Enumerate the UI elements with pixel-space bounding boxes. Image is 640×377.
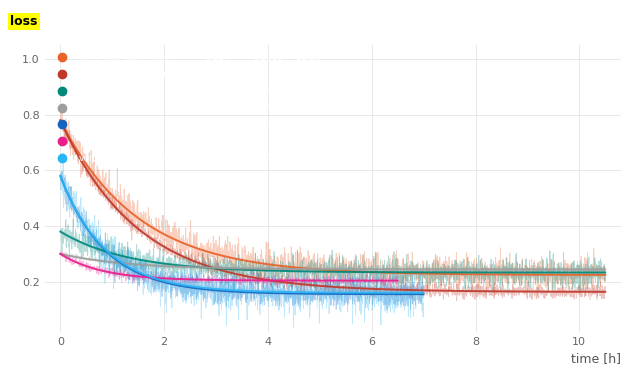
Text: 76.63k: 76.63k [290, 86, 321, 95]
Text: loss: loss [10, 15, 38, 28]
Text: Name: Name [104, 37, 135, 45]
Text: 0.1552: 0.1552 [201, 120, 233, 129]
Text: 0.2333: 0.2333 [201, 86, 233, 95]
Text: Smoothed: Smoothed [190, 37, 244, 45]
Text: 0.1627: 0.1627 [201, 69, 233, 78]
Text: 18.9k: 18.9k [296, 120, 321, 129]
Text: 0.1492: 0.1492 [252, 120, 284, 129]
Text: 0.244: 0.244 [204, 103, 230, 112]
Text: 18.9k: 18.9k [296, 153, 321, 162]
Text: Step: Step [297, 37, 321, 45]
Text: 0.2438: 0.2438 [252, 103, 284, 112]
Text: sisr/sisr: sisr/sisr [79, 86, 113, 95]
Text: voronoi_with_noise_video: voronoi_with_noise_video [79, 136, 195, 146]
Text: 0.2416: 0.2416 [252, 86, 284, 95]
Text: 0.162: 0.162 [255, 69, 280, 78]
Text: 18.9k: 18.9k [296, 53, 321, 62]
Text: cartesian_with_noise: cartesian_with_noise [79, 53, 173, 62]
Text: 0.1585: 0.1585 [252, 153, 284, 162]
Text: 18.9k: 18.9k [296, 69, 321, 78]
Text: voronoi_without_noise: voronoi_without_noise [79, 153, 180, 162]
X-axis label: time [h]: time [h] [571, 352, 621, 365]
Text: 0.207: 0.207 [255, 136, 280, 146]
Text: cartesian_without_noise: cartesian_without_noise [79, 69, 188, 78]
Text: 0.2092: 0.2092 [252, 53, 284, 62]
Text: 11.2k: 11.2k [296, 136, 321, 146]
Text: 0.2038: 0.2038 [201, 136, 233, 146]
Text: 0.1602: 0.1602 [201, 153, 233, 162]
Text: 73.63k: 73.63k [290, 103, 321, 112]
Text: sisr/sisr/eval: sisr/sisr/eval [79, 103, 135, 112]
Text: Value: Value [253, 37, 282, 45]
Text: 0.224: 0.224 [204, 53, 230, 62]
Text: voronoi_with_noise: voronoi_with_noise [79, 120, 165, 129]
